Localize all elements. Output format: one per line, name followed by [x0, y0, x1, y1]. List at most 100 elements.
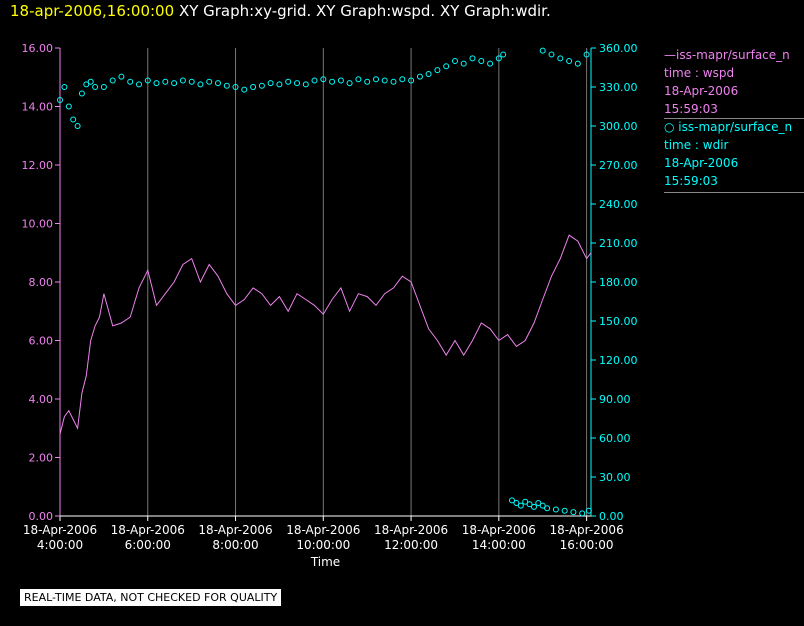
left-tick-label: 8.00 [29, 276, 54, 289]
series-wdir-point [320, 76, 327, 83]
title-date: 18-apr-2006,16:00:00 [10, 2, 175, 20]
x-tick-label-date: 18-Apr-2006 [550, 523, 624, 537]
series-wdir-point [557, 55, 564, 62]
series-wdir-point [513, 500, 520, 506]
series-wdir-point [258, 82, 265, 89]
series-wdir-point [408, 77, 415, 84]
series-wdir-point [500, 51, 507, 58]
series-wdir-point [83, 81, 90, 88]
series-wdir-point [355, 76, 362, 83]
x-tick-label-time: 12:00:00 [384, 538, 438, 552]
legend-wspd: —iss-mapr/surface_n time : wspd 18-Apr-2… [664, 46, 804, 118]
series-wdir-point [583, 51, 590, 58]
right-tick-label: 120.00 [599, 354, 638, 367]
series-wdir-point [544, 505, 551, 512]
quality-note: REAL-TIME DATA, NOT CHECKED FOR QUALITY [20, 589, 282, 606]
series-wspd-line [59, 234, 592, 435]
series-wdir-point [452, 58, 458, 64]
series-wdir-point [162, 78, 169, 85]
series-wdir-point [373, 76, 379, 83]
series-wdir-point [526, 501, 533, 508]
series-wdir-point [346, 80, 353, 87]
x-tick-label-date: 18-Apr-2006 [374, 523, 448, 537]
title-bar: 18-apr-2006,16:00:00 XY Graph:xy-grid. X… [10, 2, 551, 20]
series-wdir-point [92, 84, 99, 90]
left-tick-label: 2.00 [29, 452, 54, 465]
series-wdir-point [311, 77, 318, 84]
x-tick-label-time: 14:00:00 [472, 538, 526, 552]
x-tick-label-time: 6:00:00 [125, 538, 171, 552]
series-wdir-point [188, 78, 195, 85]
legend-wdir-series: ○ iss-mapr/surface_n [664, 120, 793, 134]
series-wdir-point [74, 123, 81, 129]
series-wdir-point [585, 507, 592, 514]
series-wdir-point [294, 80, 300, 87]
series-wdir-point [548, 51, 555, 58]
series-wdir-point [570, 509, 577, 516]
series-wdir-point [416, 73, 423, 80]
x-tick-label-date: 18-Apr-2006 [198, 523, 272, 537]
series-wdir-point [267, 80, 274, 87]
right-tick-label: 0.00 [599, 510, 624, 523]
series-wdir-point [87, 78, 94, 85]
right-tick-label: 240.00 [599, 198, 638, 211]
series-wdir-point [535, 500, 542, 506]
legend-wdir-time: 15:59:03 [664, 174, 718, 188]
x-tick-label-date: 18-Apr-2006 [462, 523, 536, 537]
series-wdir-point [517, 502, 524, 509]
right-tick-label: 330.00 [599, 81, 638, 94]
series-wdir-point [250, 84, 257, 90]
series-wdir-point [285, 78, 292, 85]
legend-wspd-var: time : wspd [664, 66, 735, 80]
series-wdir-point [460, 60, 467, 67]
left-tick-label: 10.00 [22, 218, 54, 231]
x-tick-label-date: 18-Apr-2006 [23, 523, 97, 537]
left-tick-label: 6.00 [29, 335, 54, 348]
series-wdir-point [574, 60, 581, 67]
series-wdir-point [276, 81, 283, 88]
x-tick-label-date: 18-Apr-2006 [111, 523, 185, 537]
series-wdir-point [329, 78, 336, 85]
right-tick-label: 360.00 [599, 42, 638, 55]
series-wdir-point [381, 77, 388, 84]
right-tick-label: 180.00 [599, 276, 638, 289]
series-wdir-point [118, 73, 125, 80]
legend-wspd-time: 15:59:03 [664, 102, 718, 116]
series-wdir-point [232, 84, 239, 90]
x-tick-label-time: 10:00:00 [296, 538, 350, 552]
series-wdir-point [206, 78, 213, 85]
series-wdir-point [65, 103, 72, 110]
series-wdir-point [425, 71, 432, 77]
title-graphs: XY Graph:xy-grid. XY Graph:wspd. XY Grap… [178, 2, 551, 20]
x-axis-label: Time [310, 555, 340, 569]
series-wdir-point [179, 77, 186, 84]
series-wdir-point [171, 80, 178, 87]
legend-wdir-date: 18-Apr-2006 [664, 156, 739, 170]
series-wdir-point [522, 498, 529, 505]
right-tick-label: 90.00 [599, 393, 631, 406]
series-wdir-point [241, 86, 248, 93]
series-wdir-point [153, 80, 160, 87]
series-wdir-point [443, 63, 450, 70]
series-wdir-point [223, 82, 230, 89]
series-wdir-point [109, 77, 116, 84]
series-wdir-point [561, 507, 568, 514]
legend-divider-bottom [664, 192, 804, 193]
x-tick-label-date: 18-Apr-2006 [286, 523, 360, 537]
legend-wdir-var: time : wdir [664, 138, 729, 152]
series-wdir-point [136, 81, 142, 88]
series-wdir-point [100, 84, 107, 90]
series-wdir-point [215, 80, 221, 87]
series-wdir-point [337, 77, 344, 84]
series-wdir-point [197, 81, 204, 88]
series-wdir-point [566, 58, 573, 64]
right-tick-label: 270.00 [599, 159, 638, 172]
legend-wdir: ○ iss-mapr/surface_n time : wdir 18-Apr-… [664, 118, 804, 190]
left-tick-label: 12.00 [22, 159, 54, 172]
x-tick-label-time: 8:00:00 [212, 538, 258, 552]
series-wdir-point [78, 90, 85, 97]
right-tick-label: 60.00 [599, 432, 631, 445]
series-wdir-point [552, 506, 559, 513]
left-tick-label: 0.00 [29, 510, 54, 523]
